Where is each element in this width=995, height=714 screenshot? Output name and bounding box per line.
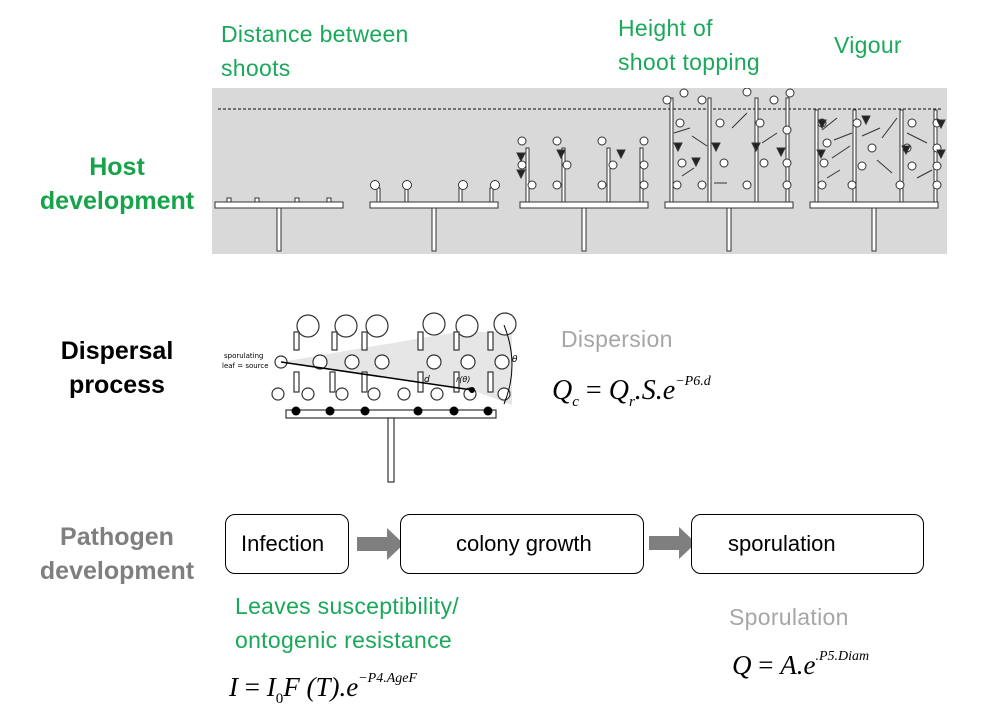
eq-i0-sub: 0 [275,691,284,707]
pathogen-development-label: Pathogen development [22,520,212,588]
susceptibility-line2: ontogenic resistance [235,627,452,653]
host-development-label: Host development [22,150,212,218]
susceptibility-line1: Leaves susceptibility/ [235,593,459,619]
annotation-distance-between-shoots: Distance between shoots [221,17,409,85]
distance-symbol: d [424,375,430,385]
infection-step-label: Infection [241,531,325,556]
annotation-height-line2: shoot topping [618,49,761,75]
growth-stage-5 [809,109,946,252]
infection-step-box: Infection [225,514,349,574]
theta-symbol: θ [512,355,518,365]
dispersion-equation: Qc = Qr.S.e−P6.d [552,374,711,410]
eq-i-exponent: −P4.AgeF [358,671,418,686]
sporulation-step-label: sporulation [728,531,836,556]
eq-q: Q [732,650,752,680]
eq-exponent: −P6.d [675,374,711,389]
growth-stage-2 [369,180,500,252]
dispersal-distance-line [280,361,473,391]
colony-growth-step-label: colony growth [456,531,592,556]
source-label-line2: leaf = source [222,362,269,370]
eq-i0: I [266,672,276,702]
eq-qr-sub: r [628,394,635,410]
r-theta-label: r(θ) [456,375,470,384]
eq-q-exponent: .P5.Diam [815,649,870,664]
host-label-line1: Host [89,153,145,181]
infection-equation: I = I0F (T).e−P4.AgeF [229,671,418,707]
growth-stage-3 [516,136,649,252]
sporulation-step-box: sporulation [691,514,924,574]
sporulation-annotation: Sporulation [729,604,849,630]
dispersal-cone [281,332,512,405]
host-label-line2: development [39,187,195,215]
sporulation-equation: Q = A.e.P5.Diam [732,649,870,681]
dispersal-label-line2: process [69,371,165,399]
eq-i: I [229,672,238,702]
eq-equals: = [578,375,609,406]
theta-arc [503,324,513,405]
eq-qc: Q [552,375,573,406]
growth-stage-4 [662,87,795,252]
growth-stage-1 [214,197,344,252]
dispersal-canopy-illustration: d r(θ) θ sporulating leaf = source [222,312,518,483]
susceptibility-annotation: Leaves susceptibility/ ontogenic resista… [235,589,459,657]
eq-mid: .S.e [634,375,676,406]
eq-q-mid: A.e [780,650,816,680]
annotation-vigour: Vigour [834,32,902,58]
arrow-infection-to-growth [357,528,404,560]
eq-i-equals: = [238,672,267,702]
colony-growth-step-box: colony growth [400,514,644,574]
eq-qr: Q [608,375,629,406]
pathogen-label-line1: Pathogen [60,523,174,551]
pathogen-label-line2: development [39,557,195,585]
eq-qc-sub: c [572,394,579,410]
annotation-height-line1: Height of [618,15,713,41]
annotation-height-of-shoot-topping: Height of shoot topping [618,11,760,79]
annotation-distance-line2: shoots [221,55,291,81]
eq-i-mid: F (T).e [283,672,359,702]
dispersion-annotation: Dispersion [561,326,673,352]
arrow-growth-to-sporulation [649,527,696,559]
eq-q-equals: = [751,650,781,680]
host-development-panel [212,87,947,254]
source-label-line1: sporulating [224,352,264,360]
target-leaf-dot [469,387,475,393]
host-growth-stages-illustration [214,87,946,252]
dispersal-diagram: d r(θ) θ sporulating leaf = source [222,310,522,485]
dispersal-process-label: Dispersal process [22,334,212,402]
dispersal-label-line1: Dispersal [60,337,174,365]
annotation-distance-line1: Distance between [221,21,409,47]
